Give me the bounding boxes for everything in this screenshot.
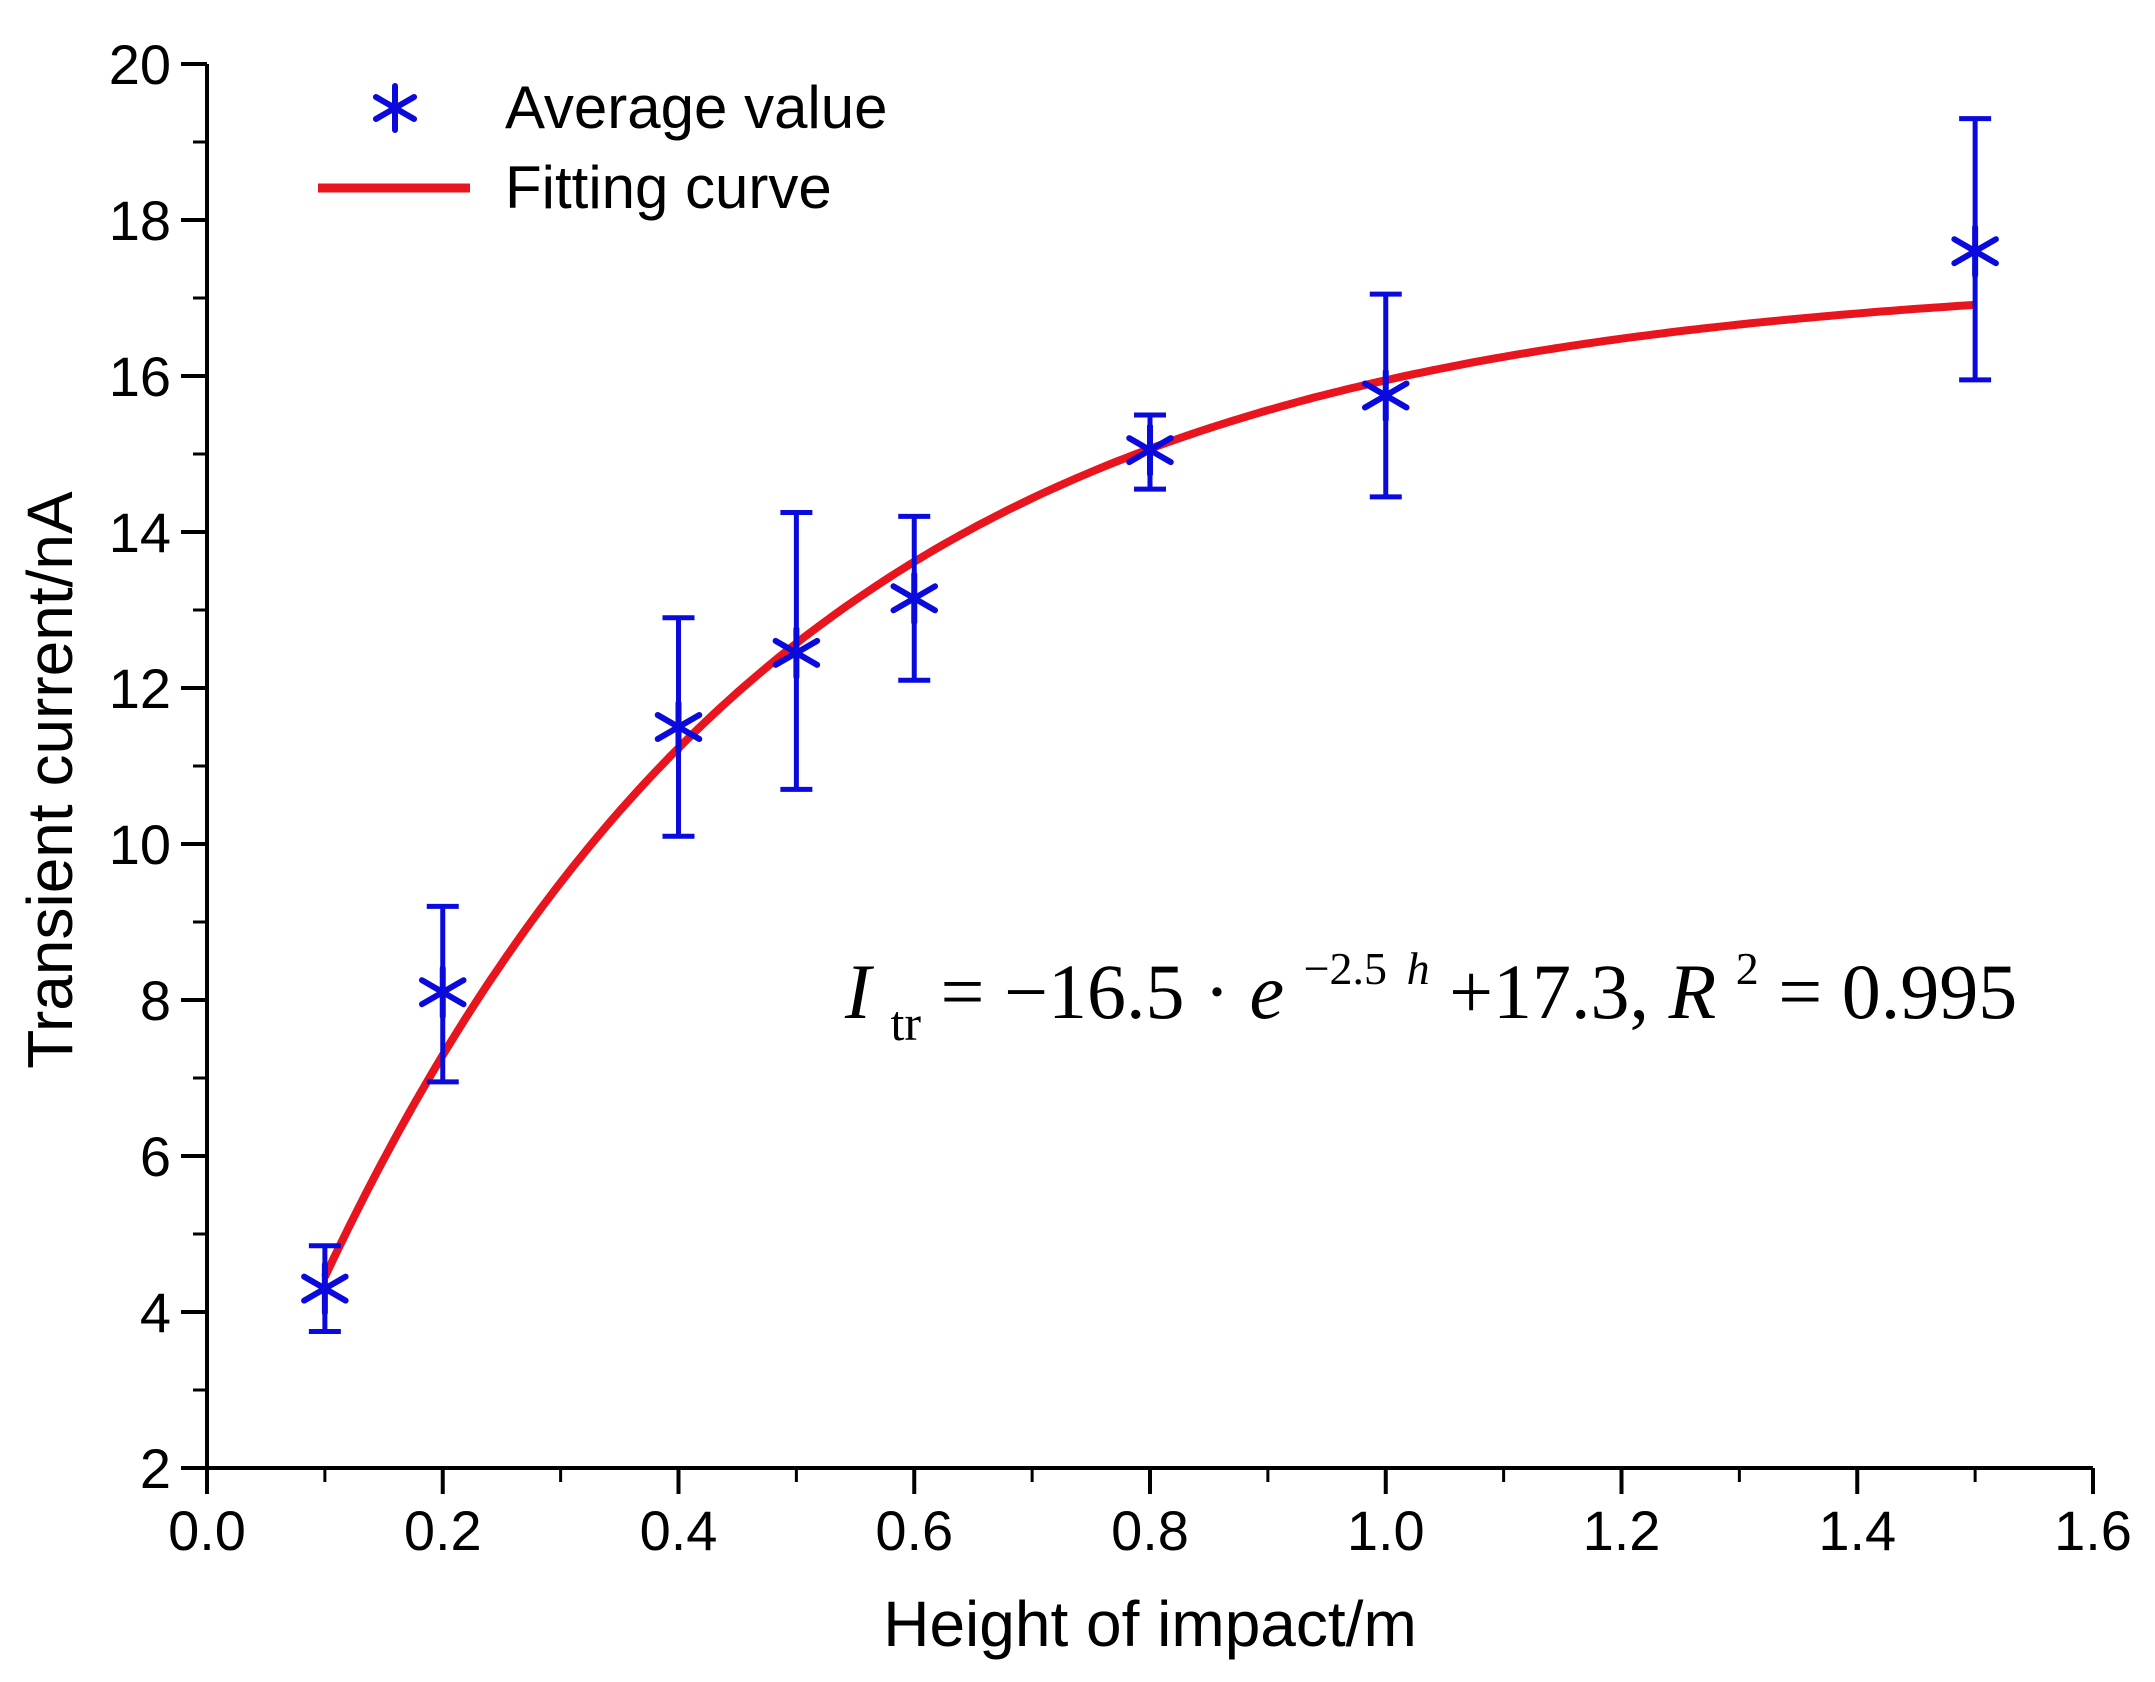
fit-equation: I tr = −16.5 · e −2.5 h +17.3, R 2 = 0.9…	[844, 914, 2017, 1057]
asterisk-stroke	[301, 1273, 349, 1304]
y-tick-label: 16	[109, 345, 171, 408]
eq-symbol: I	[844, 948, 875, 1035]
data-point	[1361, 291, 1410, 500]
eq-exponent-num: −2.5	[1304, 943, 1387, 994]
asterisk-marker	[772, 625, 821, 680]
x-tick-label: 1.0	[1347, 1499, 1425, 1562]
legend-asterisk-marker	[372, 83, 418, 133]
asterisk-stroke	[1361, 380, 1410, 411]
asterisk-marker	[418, 965, 467, 1020]
legend-label-fitting: Fitting curve	[505, 154, 832, 221]
asterisk-stroke	[654, 712, 703, 742]
asterisk-stroke	[772, 637, 821, 668]
y-axis-ticks: 2 4 6 8 10 12 14 16 18 20	[109, 33, 207, 1500]
x-tick-label: 0.2	[404, 1499, 482, 1562]
x-tick-label: 0.0	[168, 1499, 246, 1562]
legend-asterisk	[372, 83, 418, 133]
y-tick-label: 4	[140, 1281, 171, 1344]
eq-exponent-var: h	[1407, 943, 1430, 994]
y-tick-label: 12	[109, 657, 171, 720]
asterisk-marker	[1951, 224, 1999, 279]
eq-subscript: tr	[890, 995, 921, 1051]
y-axis-title: Transient current/nA	[14, 491, 86, 1069]
asterisk-stroke	[372, 94, 418, 122]
asterisk-stroke	[1951, 236, 1999, 267]
x-axis-title: Height of impact/m	[883, 1588, 1417, 1660]
x-tick-label: 0.4	[640, 1499, 718, 1562]
asterisk-stroke	[418, 977, 467, 1008]
data-point	[772, 510, 821, 792]
eq-r-symbol: R	[1668, 948, 1717, 1035]
x-axis-ticks: 0.0 0.2 0.4 0.6 0.8 1.0 1.2 1.4 1.6	[168, 1468, 2132, 1562]
asterisk-stroke	[890, 583, 939, 614]
y-tick-label: 8	[140, 969, 171, 1032]
data-point	[654, 615, 703, 839]
asterisk-stroke	[1126, 435, 1174, 466]
y-tick-label: 18	[109, 189, 171, 252]
data-point	[301, 1243, 349, 1334]
asterisk-marker	[1126, 423, 1174, 478]
x-tick-label: 1.6	[2054, 1499, 2132, 1562]
data-point	[418, 903, 467, 1085]
asterisk-marker	[654, 700, 703, 754]
y-tick-label: 6	[140, 1125, 171, 1188]
average-value-layer	[301, 116, 1999, 1334]
eq-r-power: 2	[1736, 943, 1759, 994]
eq-rhs-start: = −16.5 ·	[941, 948, 1250, 1035]
x-tick-label: 1.4	[1818, 1499, 1896, 1562]
x-tick-label: 0.8	[1111, 1499, 1189, 1562]
eq-rhs-end: +17.3,	[1449, 948, 1669, 1035]
y-tick-label: 10	[109, 813, 171, 876]
eq-r-value: = 0.995	[1778, 948, 2017, 1035]
asterisk-marker	[301, 1261, 349, 1316]
legend: Average value Fitting curve	[318, 74, 888, 221]
data-point	[1126, 412, 1174, 492]
x-tick-label: 0.6	[875, 1499, 953, 1562]
data-point	[890, 513, 939, 683]
eq-exp-base: e	[1249, 948, 1284, 1035]
y-tick-label: 14	[109, 501, 171, 564]
x-tick-label: 1.2	[1583, 1499, 1661, 1562]
y-tick-label: 20	[109, 33, 171, 96]
asterisk-marker	[1361, 368, 1410, 423]
axes	[205, 64, 2093, 1470]
asterisk-marker	[890, 571, 939, 626]
data-point	[1951, 116, 1999, 383]
legend-label-average: Average value	[505, 74, 888, 141]
y-tick-label: 2	[140, 1437, 171, 1500]
